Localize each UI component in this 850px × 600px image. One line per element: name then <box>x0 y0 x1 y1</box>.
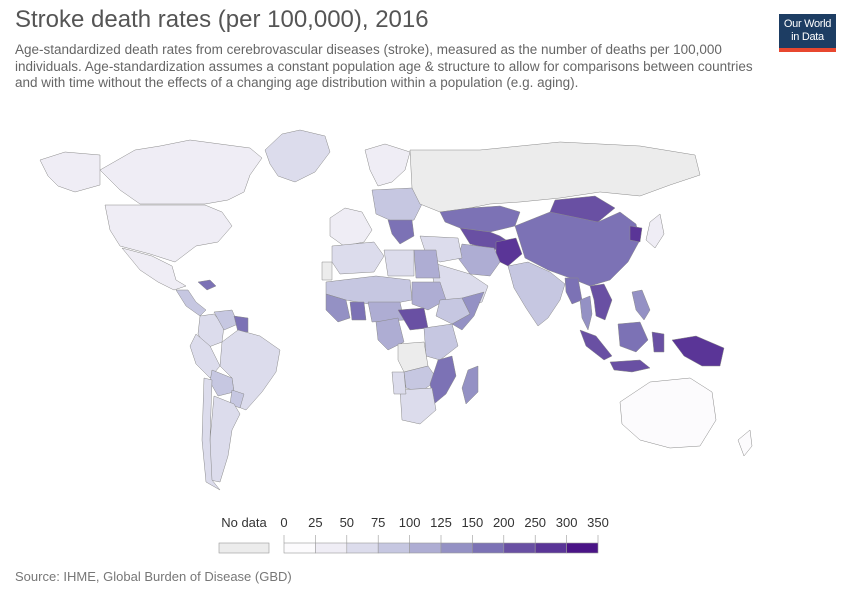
region-maghreb[interactable] <box>331 241 385 275</box>
region-mozambique[interactable] <box>429 355 457 405</box>
legend-swatch <box>283 542 316 554</box>
owid-logo[interactable]: Our World in Data <box>779 14 836 52</box>
region-western-sahara[interactable] <box>321 261 333 281</box>
legend-tick-label: 50 <box>340 515 354 530</box>
region-scandinavia[interactable] <box>364 143 411 187</box>
chart-subtitle: Age-standardized death rates from cerebr… <box>15 42 753 90</box>
legend-tick-label: 125 <box>430 515 452 530</box>
region-indochina[interactable] <box>589 283 613 321</box>
legend-no-data-swatch <box>218 542 270 554</box>
region-central-america[interactable] <box>175 289 207 317</box>
region-southern-africa[interactable] <box>399 387 437 425</box>
region-paraguay[interactable] <box>229 389 245 409</box>
region-new-zealand[interactable] <box>737 429 753 457</box>
region-ghana[interactable] <box>349 301 367 321</box>
region-china[interactable] <box>514 211 641 287</box>
legend-tick-label: 100 <box>399 515 421 530</box>
region-madagascar[interactable] <box>461 365 479 405</box>
legend-swatch <box>377 542 410 554</box>
region-west-africa[interactable] <box>325 293 351 323</box>
legend-tick-label: 25 <box>308 515 322 530</box>
source-note: Source: IHME, Global Burden of Disease (… <box>15 569 292 584</box>
region-thailand[interactable] <box>579 295 593 331</box>
region-libya[interactable] <box>383 249 415 277</box>
region-east-africa[interactable] <box>423 323 459 361</box>
region-balkans[interactable] <box>387 219 415 245</box>
region-congo-basin[interactable] <box>375 317 405 351</box>
legend-tick-label: 350 <box>587 515 609 530</box>
region-java[interactable] <box>609 359 651 373</box>
legend-tick-label: 200 <box>493 515 515 530</box>
logo-line-2: in Data <box>791 31 824 43</box>
legend-tick-label: 150 <box>462 515 484 530</box>
world-map[interactable] <box>0 95 850 510</box>
legend-tick-label: 0 <box>280 515 287 530</box>
legend-swatch <box>503 542 536 554</box>
legend-swatch <box>315 542 348 554</box>
region-mexico[interactable] <box>121 247 187 291</box>
region-myanmar[interactable] <box>564 277 583 305</box>
region-zambia[interactable] <box>403 365 439 393</box>
region-united-states[interactable] <box>104 204 233 263</box>
region-australia[interactable] <box>619 377 717 449</box>
region-sumatra[interactable] <box>579 329 613 361</box>
region-iran[interactable] <box>457 243 501 277</box>
region-peru[interactable] <box>189 333 221 379</box>
legend-swatch <box>409 542 442 554</box>
region-brazil[interactable] <box>219 329 281 411</box>
region-central-africa[interactable] <box>367 301 405 323</box>
legend-tick-label: 250 <box>524 515 546 530</box>
region-chile[interactable] <box>201 377 221 491</box>
legend-swatch <box>440 542 473 554</box>
region-guyana[interactable] <box>233 315 249 333</box>
legend-no-data-label: No data <box>221 515 267 530</box>
legend-tick-label: 75 <box>371 515 385 530</box>
region-alaska[interactable] <box>39 151 101 193</box>
region-north-korea[interactable] <box>629 225 643 243</box>
region-somalia[interactable] <box>451 291 485 331</box>
chart-title: Stroke death rates (per 100,000), 2016 <box>15 6 429 33</box>
region-namibia[interactable] <box>391 371 407 395</box>
region-egypt[interactable] <box>413 249 441 279</box>
region-philippines[interactable] <box>631 289 651 321</box>
region-russia[interactable] <box>409 141 701 213</box>
region-sulawesi[interactable] <box>651 331 665 353</box>
region-western-europe[interactable] <box>329 207 373 247</box>
legend-swatch <box>534 542 567 554</box>
region-borneo[interactable] <box>617 321 649 353</box>
region-new-guinea[interactable] <box>671 335 725 367</box>
region-japan[interactable] <box>645 213 665 249</box>
region-canada[interactable] <box>99 139 263 205</box>
region-india[interactable] <box>507 261 566 327</box>
legend-swatch <box>346 542 379 554</box>
logo-line-1: Our World <box>783 18 832 30</box>
legend-swatch <box>472 542 505 554</box>
region-sudan[interactable] <box>411 281 447 311</box>
legend-swatch <box>566 542 599 554</box>
legend-tick-label: 300 <box>556 515 578 530</box>
region-caribbean[interactable] <box>197 279 217 291</box>
region-greenland[interactable] <box>264 129 331 183</box>
region-argentina[interactable] <box>209 395 241 483</box>
color-legend: No data 0 25 50 75 100 125 150 200 250 300 350 <box>218 515 609 554</box>
